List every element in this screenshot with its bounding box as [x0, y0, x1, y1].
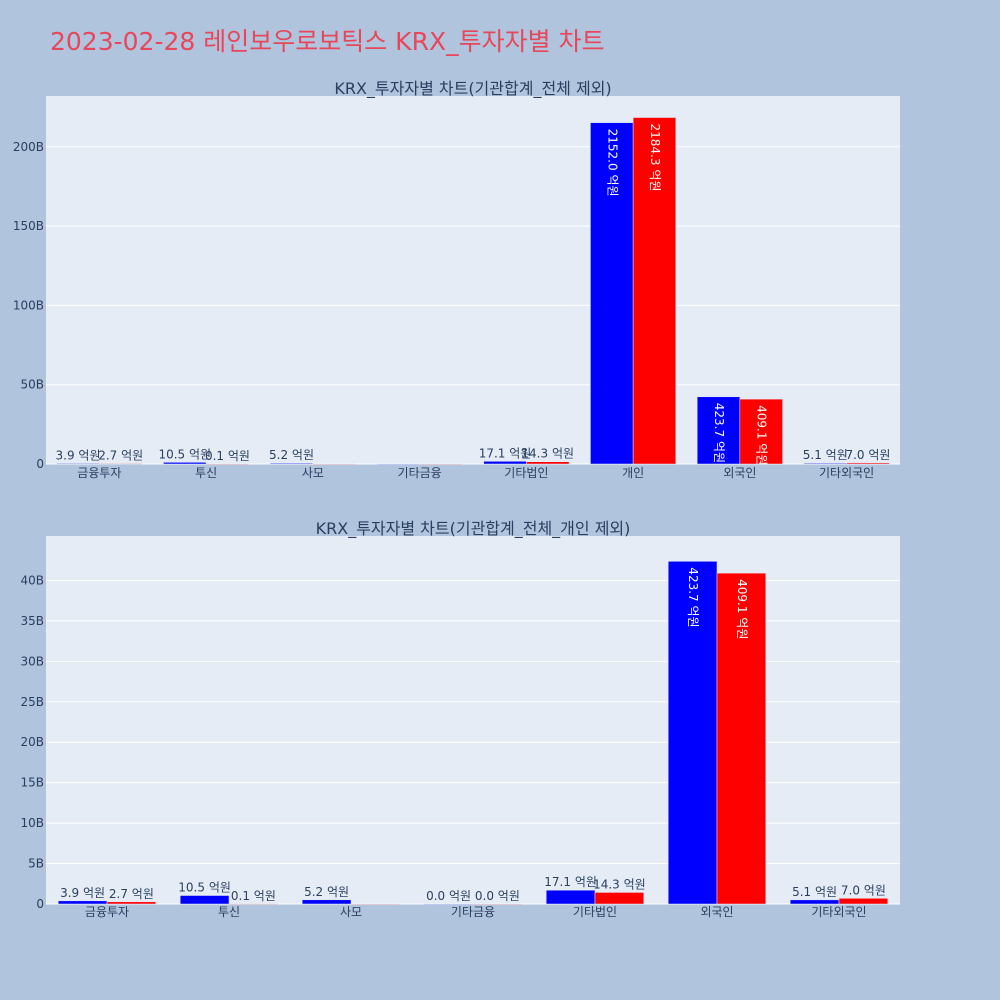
y-tick-label: 40B: [20, 573, 44, 587]
data-label: 3.9 억원: [56, 448, 101, 462]
y-tick-label: 30B: [20, 654, 44, 668]
chart-1: 0 50B 100B 150B 200B KRX_투자자별 차트(기관합계_전체 제외) 금…: [13, 79, 900, 480]
bar: [419, 463, 463, 465]
data-label: 409.1 억원: [755, 405, 769, 465]
bar: [269, 462, 314, 465]
data-label: 2.7 억원: [109, 887, 154, 901]
y-tick-label: 35B: [20, 614, 44, 628]
data-label: 0.0 억원: [475, 889, 520, 903]
y-tick-label: 5B: [28, 857, 44, 871]
plot-area: [46, 536, 900, 904]
y-tick-label: 10B: [20, 816, 44, 830]
y-tick-label: 200B: [13, 140, 44, 154]
bar: [590, 122, 634, 465]
data-label: 2184.3 억원: [648, 124, 662, 192]
data-label: 5.1 억원: [803, 448, 848, 462]
bar: [312, 463, 356, 465]
data-label: 423.7 억원: [686, 567, 700, 627]
x-tick-label: 투신: [195, 466, 217, 480]
bar: [301, 899, 352, 905]
y-tick-label: 15B: [20, 776, 44, 790]
x-tick-label: 기타법인: [573, 905, 617, 919]
bar: [696, 396, 741, 465]
x-tick-label: 외국인: [700, 905, 733, 919]
bar: [803, 462, 847, 465]
bar: [376, 463, 420, 465]
bar: [56, 463, 100, 465]
x-tick-label: 기타금융: [398, 466, 442, 480]
chart-title: KRX_투자자별 차트(기관합계_전체 제외): [334, 79, 611, 99]
bar: [838, 898, 889, 905]
bar: [163, 462, 207, 465]
data-label: 7.0 억원: [841, 883, 886, 897]
bar: [483, 461, 527, 465]
y-tick-label: 150B: [13, 219, 44, 233]
page-title: 2023-02-28 레인보우로보틱스 KRX_투자자별 차트: [50, 27, 605, 56]
bar: [739, 398, 783, 465]
chart-2: 0 5B 10B 15B 20B 25B 30B 35B 40B KRX_투자자별 차트(기관합계…: [20, 519, 900, 919]
x-tick-label: 투신: [218, 905, 240, 919]
data-label: 5.2 억원: [304, 885, 349, 899]
x-tick-label: 기타외국인: [819, 466, 874, 480]
bar: [350, 903, 401, 905]
y-tick-label: 0: [36, 457, 44, 471]
y-tick-label: 25B: [20, 695, 44, 709]
bar: [472, 903, 523, 905]
data-label: 423.7 억원: [712, 403, 726, 463]
x-tick-label: 기타외국인: [811, 905, 866, 919]
bar: [594, 892, 645, 905]
x-tick-label: 사모: [340, 905, 362, 919]
y-tick-label: 20B: [20, 735, 44, 749]
x-tick-label: 금융투자: [77, 466, 121, 480]
data-label: 3.9 억원: [60, 886, 105, 900]
bar: [228, 903, 279, 905]
data-label: 10.5 억원: [178, 881, 231, 895]
data-label: 2.7 억원: [98, 449, 143, 463]
bar: [716, 572, 767, 905]
data-label: 14.3 억원: [521, 447, 574, 461]
bar: [667, 561, 718, 905]
data-label: 7.0 억원: [845, 448, 890, 462]
x-tick-label: 외국인: [723, 466, 756, 480]
data-label: 5.1 억원: [792, 885, 837, 899]
x-tick-label: 기타금융: [451, 905, 495, 919]
data-label: 2152.0 억원: [605, 129, 619, 197]
bar: [789, 899, 840, 905]
bar: [846, 462, 890, 465]
bar: [526, 461, 570, 465]
x-tick-label: 사모: [302, 466, 324, 480]
y-tick-label: 50B: [20, 378, 44, 392]
x-tick-label: 개인: [622, 466, 644, 480]
data-label: 0.1 억원: [205, 449, 250, 463]
data-label: 0.1 억원: [231, 889, 276, 903]
bar: [99, 463, 143, 465]
data-label: 14.3 억원: [593, 877, 646, 891]
bar: [57, 900, 108, 905]
y-tick-label: 100B: [13, 298, 44, 312]
data-label: 10.5 억원: [158, 447, 211, 461]
x-tick-label: 기타법인: [504, 466, 548, 480]
data-label: 17.1 억원: [479, 446, 532, 460]
bar: [106, 901, 157, 905]
bar: [423, 903, 474, 905]
x-tick-label: 금융투자: [85, 905, 129, 919]
bar: [632, 117, 677, 465]
y-tick-label: 0: [36, 897, 44, 911]
bar: [205, 463, 250, 465]
bar: [545, 889, 596, 905]
bar: [179, 895, 230, 905]
data-label: 5.2 억원: [269, 448, 314, 462]
data-label: 17.1 억원: [544, 875, 597, 889]
data-label: 409.1 억원: [735, 579, 749, 639]
data-label: 0.0 억원: [426, 889, 471, 903]
chart-title: KRX_투자자별 차트(기관합계_전체_개인 제외): [316, 519, 631, 539]
